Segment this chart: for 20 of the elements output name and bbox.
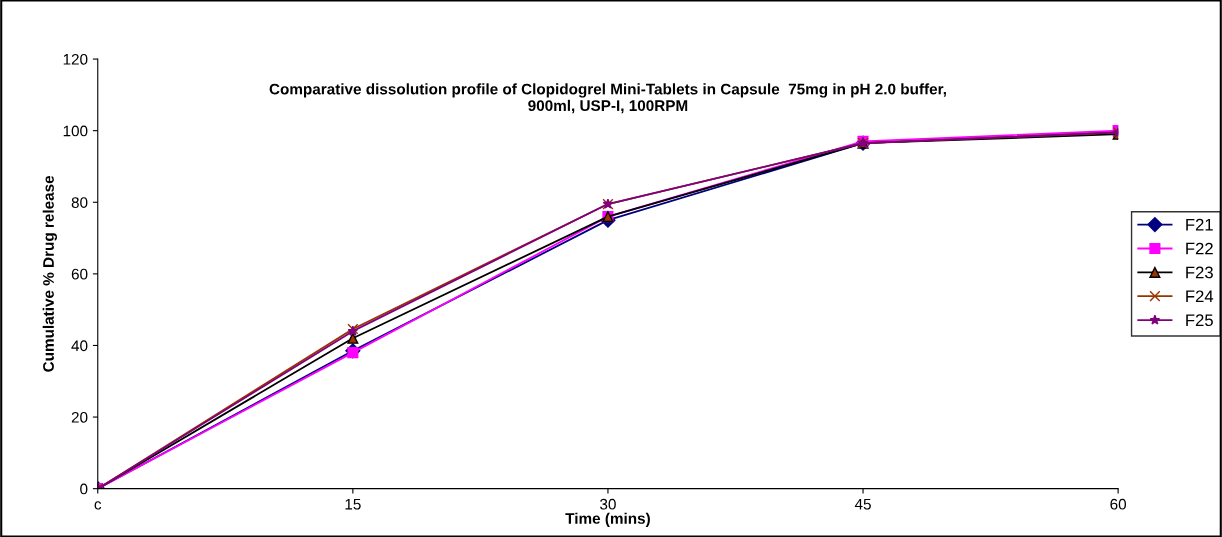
- y-tick-label: 40: [71, 340, 88, 352]
- x-tick-label: 60: [1110, 498, 1127, 510]
- y-tick-label: 0: [80, 483, 88, 495]
- legend-label: F21: [1186, 218, 1213, 231]
- x-tick-label: 45: [854, 498, 871, 510]
- y-tick-label: 60: [71, 268, 88, 280]
- y-tick-label: 80: [71, 197, 88, 208]
- legend-label: F25: [1186, 314, 1213, 327]
- x-tick-label: 15: [345, 498, 361, 510]
- legend-label: F22: [1186, 242, 1213, 255]
- y-axis-title: Cumulative % Drug release: [42, 175, 57, 372]
- x-tick-label: c: [94, 501, 102, 510]
- legend-label: F23: [1186, 266, 1213, 279]
- text: Comparative dissolution profile of Clopidogrel Mini-Tablets in Capsule 75mg in pH 2.0 buffer, 900ml, USP-I, 100RPM: [269, 83, 946, 114]
- legend-label: F24: [1186, 290, 1214, 303]
- y-tick-label: 100: [63, 125, 88, 137]
- y-tick-label: 120: [63, 53, 88, 65]
- y-tick-label: 20: [71, 411, 88, 423]
- x-axis-title: Time (mins): [565, 512, 650, 527]
- x-tick-label: 30: [600, 498, 616, 510]
